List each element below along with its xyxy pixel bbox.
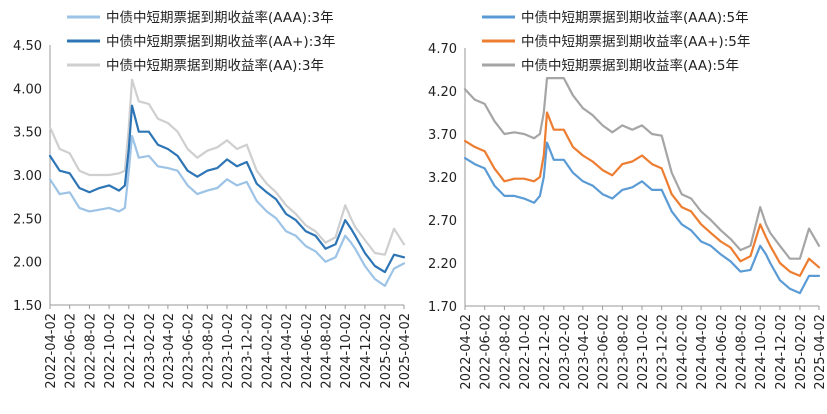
legend-entry: 中债中短期票据到期收益率(AAA):3年 <box>106 9 334 26</box>
y-tick-label: 2.00 <box>13 256 42 271</box>
x-tick-label: 2023-10-02 <box>221 313 236 389</box>
x-tick-label: 2022-04-02 <box>44 313 59 389</box>
y-tick-label: 1.70 <box>428 300 457 315</box>
x-tick-label: 2023-02-02 <box>558 314 573 390</box>
x-tick-label: 2022-12-02 <box>123 313 138 389</box>
series-line-1 <box>48 104 406 274</box>
legend-entry: 中债中短期票据到期收益率(AA):5年 <box>521 57 739 74</box>
y-tick-label: 4.20 <box>428 85 457 100</box>
x-tick-label: 2025-02-02 <box>794 314 809 390</box>
x-tick-label: 2024-10-02 <box>339 313 354 389</box>
legend-entry: 中债中短期票据到期收益率(AA):3年 <box>106 57 324 74</box>
x-tick-label: 2023-06-02 <box>182 313 197 389</box>
y-tick-label: 3.70 <box>428 128 457 143</box>
x-tick-label: 2023-12-02 <box>656 314 671 390</box>
x-tick-label: 2022-08-02 <box>498 314 513 390</box>
x-tick-label: 2023-04-02 <box>162 313 177 389</box>
x-tick-label: 2022-12-02 <box>538 314 553 390</box>
x-tick-label: 2022-04-02 <box>459 314 474 390</box>
x-tick-label: 2022-10-02 <box>518 314 533 390</box>
y-tick-label: 2.70 <box>428 214 457 229</box>
x-tick-label: 2023-12-02 <box>241 313 256 389</box>
x-tick-label: 2023-08-02 <box>201 313 216 389</box>
x-tick-label: 2022-08-02 <box>83 313 98 389</box>
series-line-0 <box>48 134 406 287</box>
series-line-0 <box>463 141 821 295</box>
x-tick-label: 2024-02-02 <box>261 313 276 389</box>
x-tick-label: 2025-04-02 <box>398 313 413 389</box>
y-tick-label: 3.00 <box>13 169 42 184</box>
x-tick-label: 2023-10-02 <box>636 314 651 390</box>
series-line-2 <box>463 76 821 260</box>
x-tick-label: 2024-04-02 <box>695 314 710 390</box>
y-tick-label: 4.70 <box>428 42 457 57</box>
series-line-1 <box>463 111 821 277</box>
y-tick-label: 2.50 <box>13 212 42 227</box>
legend-entry: 中债中短期票据到期收益率(AAA):5年 <box>521 9 749 26</box>
x-tick-label: 2024-08-02 <box>320 313 335 389</box>
legend-entry: 中债中短期票据到期收益率(AA+):3年 <box>106 33 335 50</box>
y-tick-label: 3.50 <box>13 126 42 141</box>
x-tick-label: 2024-10-02 <box>754 314 769 390</box>
series-line-2 <box>48 78 406 256</box>
y-tick-label: 4.50 <box>13 39 42 54</box>
x-tick-label: 2023-08-02 <box>616 314 631 390</box>
x-tick-label: 2024-06-02 <box>300 313 315 389</box>
x-tick-label: 2022-06-02 <box>479 314 494 390</box>
x-tick-label: 2024-08-02 <box>735 314 750 390</box>
x-tick-label: 2025-02-02 <box>379 313 394 389</box>
x-tick-label: 2024-12-02 <box>774 314 789 390</box>
y-tick-label: 4.00 <box>13 82 42 97</box>
x-tick-label: 2023-04-02 <box>577 314 592 390</box>
x-tick-label: 2024-12-02 <box>359 313 374 389</box>
x-tick-label: 2024-04-02 <box>280 313 295 389</box>
x-tick-label: 2023-06-02 <box>597 314 612 390</box>
x-tick-label: 2022-10-02 <box>103 313 118 389</box>
x-tick-label: 2024-06-02 <box>715 314 730 390</box>
x-tick-label: 2025-04-02 <box>813 314 827 390</box>
legend-entry: 中债中短期票据到期收益率(AA+):5年 <box>521 33 750 50</box>
y-tick-label: 3.20 <box>428 171 457 186</box>
y-tick-label: 1.50 <box>13 299 42 314</box>
x-tick-label: 2022-06-02 <box>64 313 79 389</box>
x-tick-label: 2023-02-02 <box>143 313 158 389</box>
y-tick-label: 2.20 <box>428 257 457 272</box>
x-tick-label: 2024-02-02 <box>676 314 691 390</box>
